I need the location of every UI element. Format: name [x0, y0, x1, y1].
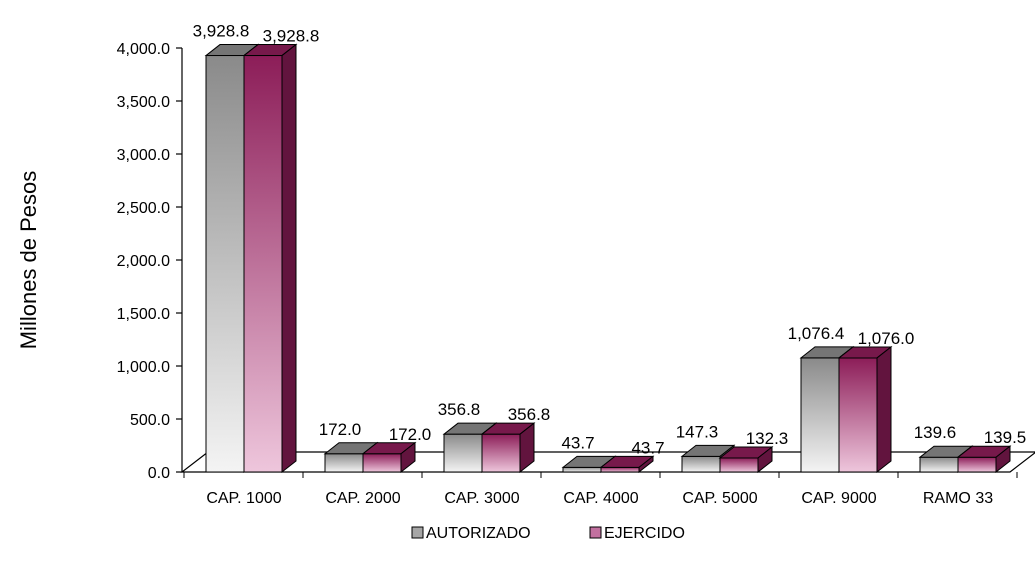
- bar-side: [757, 445, 773, 474]
- data-label: 147.3: [676, 422, 719, 441]
- x-tick-label: CAP. 1000: [206, 490, 281, 507]
- data-label: 172.0: [389, 425, 432, 444]
- y-tick-label: 2,500.0: [117, 200, 170, 217]
- legend: AUTORIZADO EJERCIDO: [411, 525, 685, 542]
- bar-side: [876, 345, 892, 474]
- bar-ejercido-cap-4000: [599, 455, 655, 474]
- x-tick-label: RAMO 33: [923, 490, 993, 507]
- bar-front: [957, 456, 997, 473]
- data-label: 3,928.8: [263, 27, 320, 46]
- data-label: 139.5: [984, 428, 1027, 447]
- data-label: 3,928.8: [193, 22, 250, 41]
- x-axis-categories: CAP. 1000 CAP. 2000 CAP. 3000 CAP. 4000 CAP.…: [183, 472, 1018, 507]
- y-tick-label: 3,000.0: [117, 147, 170, 164]
- data-labels: 3,928.8 3,928.8 172.0 172.0 356.8 356.8 43.7 43…: [193, 22, 1027, 458]
- y-tick-label: 3,500.0: [117, 94, 170, 111]
- data-label: 356.8: [438, 400, 481, 419]
- y-axis-title: Millones de Pesos: [16, 171, 41, 350]
- bar-side: [638, 455, 654, 474]
- bars: [204, 43, 1012, 474]
- bar-ejercido-cap-9000: [837, 345, 893, 474]
- bar-front: [838, 357, 878, 473]
- y-tick-label: 1,000.0: [117, 359, 170, 376]
- legend-label-ejercido: EJERCIDO: [604, 525, 685, 542]
- y-tick-label: 4,000.0: [117, 41, 170, 58]
- bar-ejercido-ramo-33: [956, 445, 1012, 474]
- data-label: 356.8: [508, 405, 551, 424]
- y-tick-label: 500.0: [130, 412, 170, 429]
- bar-front: [919, 456, 959, 473]
- x-tick-label: CAP. 4000: [563, 490, 638, 507]
- bar-ejercido-cap-1000: [242, 43, 298, 474]
- bar-side: [995, 445, 1011, 474]
- bar-front: [205, 55, 245, 473]
- legend-swatch-ejercido: [589, 526, 602, 539]
- y-tick-label: 0.0: [148, 465, 170, 482]
- bar-ejercido-cap-3000: [480, 422, 536, 474]
- bar-ejercido-cap-5000: [718, 445, 774, 474]
- bar-front: [443, 433, 483, 473]
- bar-side: [519, 422, 535, 474]
- y-tick-label: 1,500.0: [117, 306, 170, 323]
- bar-front: [243, 55, 283, 473]
- bar-front: [681, 455, 721, 473]
- legend-label-autorizado: AUTORIZADO: [426, 525, 531, 542]
- data-label: 139.6: [914, 423, 957, 442]
- data-label: 172.0: [319, 420, 362, 439]
- data-label: 43.7: [561, 433, 594, 452]
- bar-front: [800, 357, 840, 473]
- legend-swatch-autorizado: [411, 526, 424, 539]
- x-tick-label: CAP. 3000: [444, 490, 519, 507]
- bar-front: [600, 466, 640, 473]
- y-axis: 0.0 500.0 1,000.0 1,500.0 2,000.0 2,500.0 3,00…: [117, 41, 183, 482]
- x-tick-label: CAP. 2000: [325, 490, 400, 507]
- bar-front: [719, 457, 759, 473]
- data-label: 1,076.4: [788, 324, 845, 343]
- bar-front: [324, 453, 364, 473]
- bar-front: [481, 433, 521, 473]
- y-tick-label: 2,000.0: [117, 253, 170, 270]
- data-label: 1,076.0: [858, 329, 915, 348]
- bar-ejercido-cap-2000: [361, 441, 417, 474]
- bar-front: [362, 453, 402, 473]
- x-tick-label: CAP. 5000: [682, 490, 757, 507]
- x-tick-label: CAP. 9000: [801, 490, 876, 507]
- bar-side: [400, 441, 416, 474]
- data-label: 43.7: [631, 438, 664, 457]
- bar-front: [562, 466, 602, 473]
- bar-side: [281, 43, 297, 474]
- data-label: 132.3: [746, 429, 789, 448]
